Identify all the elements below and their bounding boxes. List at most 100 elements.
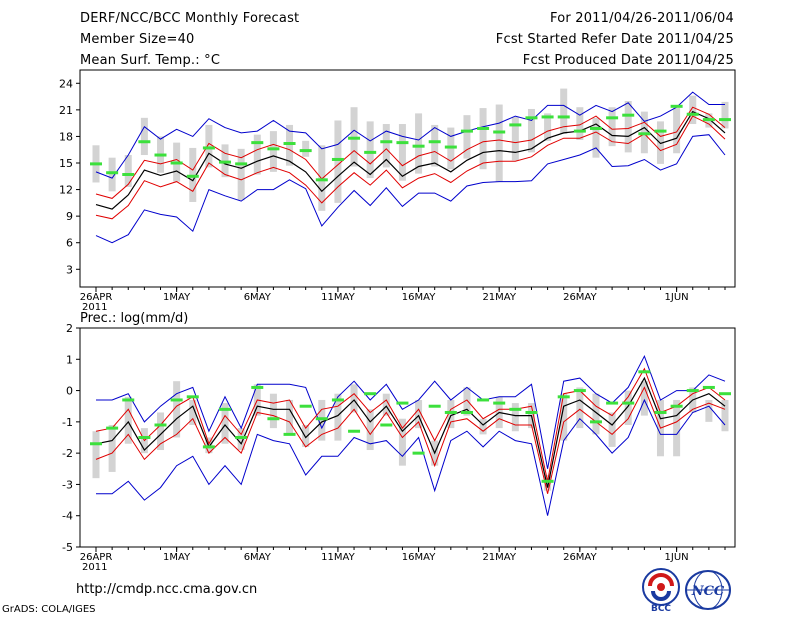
prec-ytick-label: -4 (62, 510, 73, 523)
temp-box (269, 131, 277, 172)
prec-box (350, 384, 358, 413)
prec-frame (79, 327, 736, 548)
variable-label: Mean Surf. Temp.: °C (80, 53, 221, 68)
temp-box (592, 117, 600, 158)
chart-title: DERF/NCC/BCC Monthly Forecast (80, 11, 300, 26)
prec-xtick-label: 1JUN (665, 552, 689, 563)
temp-xtick-label: 16MAY (402, 292, 436, 303)
temp-panel: 3 6 9 12 15 18 21 24 26APR 1MAY 6MAY 11MAY 16MAY 21MA… (59, 69, 736, 313)
prec-box (576, 387, 584, 429)
prec-box (608, 412, 616, 447)
temp-envelope-lower-line (95, 134, 726, 244)
prec-box (705, 399, 713, 422)
temp-box (140, 117, 148, 156)
prec-ytick-label: -5 (62, 541, 73, 554)
ncc-logo-text: NCC (691, 584, 725, 599)
temp-xtick-label: 11MAY (321, 292, 355, 303)
prec-box (511, 403, 519, 432)
temp-year-label: 2011 (82, 302, 107, 313)
temp-box (560, 88, 568, 134)
temp-box (463, 115, 471, 159)
prec-box (318, 399, 326, 441)
prec-ytick-label: 1 (66, 353, 73, 366)
grads-credit: GrADS: COLA/IGES (2, 604, 96, 615)
temp-spread-upper-line (95, 106, 726, 199)
temp-xtick-label: 1JUN (665, 292, 689, 303)
member-size: Member Size=40 (80, 32, 195, 47)
prec-ytick-label: 2 (66, 322, 73, 335)
temp-box (318, 145, 326, 211)
temp-box (286, 124, 294, 166)
temp-box (527, 108, 535, 153)
prec-box (398, 418, 406, 466)
prec-xtick-label: 16MAY (402, 552, 436, 563)
temp-box (479, 108, 487, 170)
forecast-period: For 2011/04/26-2011/06/04 (550, 11, 734, 26)
temp-box (721, 101, 729, 129)
prec-box (157, 412, 165, 451)
temp-box (656, 121, 664, 164)
temp-ytick-label: 12 (59, 184, 73, 197)
prec-xtick-label: 1MAY (163, 552, 191, 563)
temp-box (108, 157, 116, 192)
temp-box (302, 140, 310, 157)
bcc-logo: BCC (642, 568, 680, 612)
prec-box (721, 399, 729, 432)
prec-envelope-upper-line (96, 398, 726, 516)
temp-xtick-label: 6MAY (244, 292, 272, 303)
prec-box (592, 393, 600, 435)
temp-xtick-label: 1MAY (163, 292, 191, 303)
prec-box (673, 399, 681, 457)
temp-box (124, 155, 132, 187)
prec-box (544, 475, 552, 491)
prec-box (173, 381, 181, 438)
prec-box (124, 396, 132, 444)
temp-mean-line (95, 110, 726, 210)
temp-box (415, 113, 423, 174)
prec-box (108, 424, 116, 472)
temp-box (237, 148, 245, 201)
prec-box (366, 409, 374, 451)
prec-xtick-label: 26APR (80, 552, 113, 563)
temp-box (576, 107, 584, 140)
prec-box (286, 399, 294, 435)
prec-box (269, 393, 277, 429)
temp-envelope-upper-line (95, 91, 725, 179)
prec-xtick-label: 21MAY (482, 552, 516, 563)
prec-xtick-label: 11MAY (321, 552, 355, 563)
prec-spread-upper-line (95, 367, 726, 482)
prec-box (302, 424, 310, 447)
prec-mean-line (95, 376, 726, 488)
prec-year-label: 2011 (82, 562, 107, 573)
prec-box (189, 399, 197, 425)
forecast-produced-date: Fcst Produced Date 2011/04/25 (522, 53, 734, 68)
prec-ytick-label: -1 (62, 416, 73, 429)
temp-box (398, 124, 406, 181)
prec-xtick-label: 26MAY (563, 552, 597, 563)
prec-box (382, 393, 390, 416)
temp-ytick-label: 15 (59, 157, 73, 170)
prec-box (447, 399, 455, 429)
prec-box (92, 431, 100, 479)
prec-box (334, 393, 342, 441)
prec-box (221, 403, 229, 444)
ncc-logo: NCC (685, 570, 731, 610)
temp-ytick-label: 3 (66, 263, 73, 276)
prec-box (463, 387, 471, 416)
prec-panel: -5 -4 -3 -2 -1 0 1 2 26APR 1MAY 6MAY 11MAY 16MAY 21MA… (62, 311, 736, 573)
prec-box (560, 393, 568, 441)
temp-spread-lower-line (95, 115, 726, 220)
temp-ytick-label: 24 (59, 77, 73, 90)
prec-box (237, 428, 245, 451)
temp-box (495, 104, 503, 182)
temp-box (544, 113, 552, 141)
temp-box (673, 108, 681, 154)
prec-box (415, 399, 423, 429)
temp-box (334, 120, 342, 203)
prec-ytick-label: 0 (66, 385, 73, 398)
temp-xtick-label: 21MAY (482, 292, 516, 303)
source-url[interactable]: http://cmdp.ncc.cma.gov.cn (76, 582, 258, 597)
temp-box (205, 124, 213, 168)
prec-box (624, 390, 632, 425)
